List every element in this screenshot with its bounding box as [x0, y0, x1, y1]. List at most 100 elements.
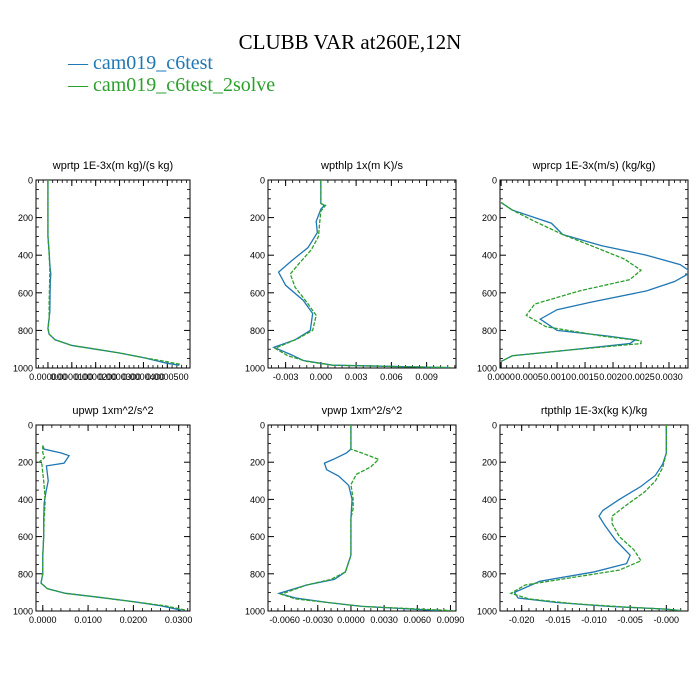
y-tick-label: 0 — [492, 421, 497, 431]
y-tick-label: 400 — [482, 495, 497, 505]
x-tick-label: 0.0025 — [627, 372, 655, 382]
x-tick-label: 0.0000100 — [51, 372, 94, 382]
series-line-cam019_c6test_2solve — [47, 180, 182, 366]
y-tick-label: 400 — [482, 251, 497, 261]
x-tick-label: 0.0100 — [74, 615, 102, 625]
legend-entry-c6test: — cam019_c6test — [68, 52, 213, 74]
x-tick-label: 0.0300 — [165, 615, 193, 625]
series-line-cam019_c6test — [272, 180, 451, 368]
y-tick-label: 200 — [482, 458, 497, 468]
x-tick-label: 0.006 — [380, 372, 403, 382]
y-tick-label: 600 — [18, 288, 33, 298]
panel-2: wpthlp 1x(m K)/s 0 200 400 600 800 1000 -0.003 0… — [245, 160, 457, 382]
series-line-cam019_c6test — [40, 445, 182, 611]
x-tick-label: -0.020 — [509, 615, 535, 625]
panel-frame — [499, 179, 689, 369]
y-tick-label: 600 — [250, 532, 265, 542]
panel-frame — [499, 424, 689, 612]
y-tick-label: 800 — [482, 569, 497, 579]
y-tick-label: 1000 — [13, 607, 33, 617]
y-tick-label: 200 — [18, 213, 33, 223]
panel-title: wprcp 1E-3x(m/s) (kg/kg) — [532, 160, 656, 172]
series-line-cam019_c6test_2solve — [279, 425, 453, 611]
panel-title: wpthlp 1x(m K)/s — [320, 160, 403, 172]
y-tick-label: 800 — [250, 569, 265, 579]
panel-title: vpwp 1xm^2/s^2 — [322, 405, 403, 417]
y-tick-label: 600 — [482, 288, 497, 298]
series-line-cam019_c6test_2solve — [509, 425, 681, 611]
y-tick-label: 1000 — [245, 364, 265, 374]
y-tick-label: 400 — [18, 495, 33, 505]
panel-6: rtpthlp 1E-3x(kg K)/kg 0 200 400 600 800 1000 -… — [477, 405, 689, 625]
y-tick-label: 0 — [260, 421, 265, 431]
panel-title: rtpthlp 1E-3x(kg K)/kg — [541, 405, 647, 417]
y-tick-label: 1000 — [245, 607, 265, 617]
y-tick-label: 800 — [250, 326, 265, 336]
x-tick-label: -0.003 — [273, 372, 299, 382]
x-tick-label: -0.010 — [581, 615, 607, 625]
x-tick-label: 0.0010 — [543, 372, 571, 382]
y-tick-label: 0 — [492, 176, 497, 186]
y-tick-label: 200 — [482, 213, 497, 223]
x-tick-label: 0.0090 — [437, 615, 465, 625]
x-tick-label: 0.009 — [415, 372, 438, 382]
y-tick-label: 400 — [250, 495, 265, 505]
x-tick-label: 0.0200 — [120, 615, 148, 625]
y-tick-label: 1000 — [13, 364, 33, 374]
x-tick-label: 0.0000300 — [98, 372, 141, 382]
x-tick-label: 0.0000400 — [122, 372, 165, 382]
x-tick-label: 0.003 — [345, 372, 368, 382]
legend-entry-c6test-2solve: — cam019_c6test_2solve — [68, 74, 276, 96]
series-line-cam019_c6test — [513, 425, 681, 611]
y-tick-label: 0 — [260, 176, 265, 186]
y-tick-label: 200 — [250, 458, 265, 468]
y-tick-label: 600 — [482, 532, 497, 542]
y-tick-label: 0 — [28, 421, 33, 431]
x-tick-label: 0.0000 — [29, 615, 57, 625]
panel-frame — [35, 179, 191, 369]
x-tick-label: 0.0005 — [515, 372, 543, 382]
x-tick-label: 0.0000 — [337, 615, 365, 625]
panel-3: wprcp 1E-3x(m/s) (kg/kg) 0 200 400 600 800 100… — [477, 160, 689, 382]
figure-title: CLUBB VAR at260E,12N — [238, 30, 462, 54]
y-tick-label: 800 — [482, 326, 497, 336]
series-line-cam019_c6test — [47, 180, 180, 366]
x-tick-label: -0.015 — [545, 615, 571, 625]
x-tick-label: 0.0020 — [599, 372, 627, 382]
x-tick-label: -0.005 — [617, 615, 643, 625]
x-tick-label: 0.0000500 — [146, 372, 189, 382]
x-tick-label: -0.0030 — [302, 615, 333, 625]
y-tick-label: 200 — [18, 458, 33, 468]
y-tick-label: 800 — [18, 569, 33, 579]
y-tick-label: 1000 — [477, 364, 497, 374]
x-tick-label: 0.0000 — [487, 372, 515, 382]
x-tick-label: 0.0000200 — [74, 372, 117, 382]
x-tick-label: 0.0015 — [571, 372, 599, 382]
y-tick-label: 600 — [18, 532, 33, 542]
y-tick-label: 1000 — [477, 607, 497, 617]
x-tick-label: -0.000 — [654, 615, 680, 625]
series-line-cam019_c6test — [500, 202, 688, 363]
series-line-cam019_c6test_2solve — [38, 445, 186, 611]
y-tick-label: 400 — [250, 251, 265, 261]
panel-1: wprtp 1E-3x(m kg)/(s kg) 0 200 400 600 800 100… — [13, 160, 191, 382]
x-tick-label: 0.000000 — [29, 372, 67, 382]
series-line-cam019_c6test — [276, 425, 440, 611]
x-tick-label: 0.0060 — [404, 615, 432, 625]
y-tick-label: 800 — [18, 326, 33, 336]
x-tick-label: -0.0060 — [269, 615, 300, 625]
panel-title: upwp 1xm^2/s^2 — [72, 405, 153, 417]
series-line-cam019_c6test_2solve — [273, 180, 451, 368]
y-tick-label: 400 — [18, 251, 33, 261]
y-tick-label: 0 — [28, 176, 33, 186]
panel-title: wprtp 1E-3x(m kg)/(s kg) — [52, 160, 173, 172]
x-tick-label: 0.000 — [310, 372, 333, 382]
x-tick-label: 0.0030 — [655, 372, 683, 382]
panel-5: vpwp 1xm^2/s^2 0 200 400 600 800 1000 -0.0060 -0… — [245, 405, 464, 625]
series-line-cam019_c6test_2solve — [500, 202, 643, 363]
x-tick-label: 0.0030 — [370, 615, 398, 625]
y-tick-label: 200 — [250, 213, 265, 223]
y-tick-label: 600 — [250, 288, 265, 298]
